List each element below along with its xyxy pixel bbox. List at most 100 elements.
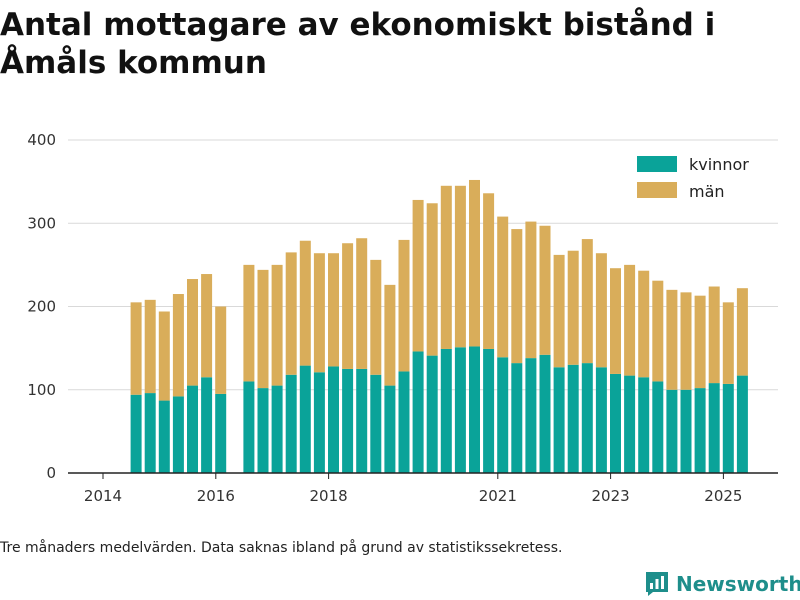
bar-kvinnor: [539, 354, 551, 473]
bar-kvinnor: [624, 375, 636, 473]
brand-name: Newsworthy: [676, 572, 800, 596]
bar-kvinnor: [525, 358, 537, 473]
stacked-bar-chart: 0 100 200 300 400 2014 2016 2018 2021 2023 2025 k…: [27, 131, 778, 505]
x-tick-label: 2014: [84, 487, 122, 505]
bar-man: [483, 193, 495, 349]
bar-man: [172, 294, 184, 397]
bar-man: [342, 243, 354, 369]
bar-man: [567, 250, 579, 365]
bar-kvinnor: [328, 366, 339, 473]
legend-label-kvinnor: kvinnor: [689, 155, 749, 174]
newsworthy-logo-icon: [646, 572, 668, 596]
bar-kvinnor: [285, 374, 297, 473]
bar-man: [624, 264, 636, 376]
bar-man: [708, 286, 720, 384]
bar-man: [666, 289, 678, 390]
bar-man: [553, 254, 565, 368]
bar-man: [722, 302, 734, 384]
bar-kvinnor: [454, 347, 466, 473]
bar-man: [454, 185, 466, 348]
x-tick-label: 2018: [310, 487, 348, 505]
bar-man: [144, 299, 156, 394]
bar-kvinnor: [412, 351, 424, 473]
bar-kvinnor: [469, 346, 480, 473]
bar-man: [525, 221, 537, 359]
chart-title: Antal mottagare av ekonomiskt bistånd i …: [0, 7, 716, 81]
bar-man: [215, 306, 227, 394]
bar-kvinnor: [144, 393, 156, 473]
bar-man: [201, 274, 213, 378]
bar-kvinnor: [638, 377, 650, 473]
bar-kvinnor: [610, 373, 621, 473]
y-axis: 0 100 200 300 400: [27, 131, 56, 482]
bar-kvinnor: [342, 368, 354, 473]
bar-man: [243, 264, 255, 382]
y-tick-label: 0: [46, 464, 56, 482]
bar-kvinnor: [722, 383, 734, 473]
legend-swatch-kvinnor: [637, 156, 677, 172]
bar-kvinnor: [694, 388, 706, 473]
x-axis: 2014 2016 2018 2021 2023 2025: [68, 472, 778, 505]
x-tick-label: 2023: [592, 487, 630, 505]
bar-man: [638, 270, 650, 378]
bar-kvinnor: [215, 393, 227, 473]
bar-kvinnor: [187, 385, 198, 473]
bar-man: [426, 203, 438, 356]
bar-man: [370, 259, 382, 375]
bar-kvinnor: [680, 389, 692, 473]
bars: [130, 179, 748, 473]
bar-kvinnor: [201, 377, 213, 473]
bar-man: [610, 268, 621, 374]
bar-kvinnor: [666, 389, 678, 473]
bar-man: [158, 311, 170, 401]
bar-kvinnor: [497, 357, 509, 473]
legend: kvinnor män: [637, 155, 749, 201]
footnote: Tre månaders medelvärden. Data saknas ib…: [0, 540, 563, 556]
bar-kvinnor: [384, 385, 396, 473]
y-tick-label: 200: [27, 298, 56, 316]
bar-man: [285, 252, 297, 375]
bar-kvinnor: [736, 375, 748, 473]
bar-man: [440, 185, 452, 349]
x-tick-label: 2016: [197, 487, 235, 505]
bar-man: [398, 239, 410, 372]
bar-kvinnor: [130, 394, 142, 473]
y-tick-label: 400: [27, 131, 56, 149]
bar-kvinnor: [567, 364, 579, 473]
bar-kvinnor: [172, 396, 184, 473]
legend-swatch-man: [637, 182, 677, 198]
bar-man: [680, 292, 692, 390]
bar-kvinnor: [158, 400, 170, 473]
bar-man: [313, 253, 325, 373]
bar-kvinnor: [652, 381, 664, 473]
bar-man: [652, 280, 664, 382]
legend-label-man: män: [689, 182, 725, 201]
bar-kvinnor: [708, 383, 720, 473]
bar-man: [299, 240, 311, 366]
bar-kvinnor: [440, 348, 452, 473]
bar-man: [271, 264, 283, 386]
x-tick-label: 2025: [704, 487, 742, 505]
brand-logo: Newsworthy: [645, 569, 800, 599]
bar-man: [539, 225, 551, 355]
bar-man: [469, 179, 480, 347]
x-tick-label: 2021: [479, 487, 517, 505]
bar-man: [581, 239, 593, 364]
bar-kvinnor: [257, 388, 269, 473]
bar-kvinnor: [483, 348, 495, 473]
bar-man: [694, 295, 706, 389]
bar-kvinnor: [271, 385, 283, 473]
bar-kvinnor: [426, 355, 438, 473]
bar-kvinnor: [299, 365, 311, 473]
bar-man: [497, 216, 509, 358]
bar-man: [257, 269, 269, 389]
bar-kvinnor: [398, 371, 410, 473]
bar-man: [187, 279, 198, 386]
y-tick-label: 100: [27, 381, 56, 399]
bar-man: [328, 253, 339, 367]
bar-man: [595, 253, 607, 368]
bar-kvinnor: [581, 363, 593, 473]
bar-man: [356, 238, 368, 369]
bar-man: [130, 302, 142, 395]
bar-man: [384, 284, 396, 386]
